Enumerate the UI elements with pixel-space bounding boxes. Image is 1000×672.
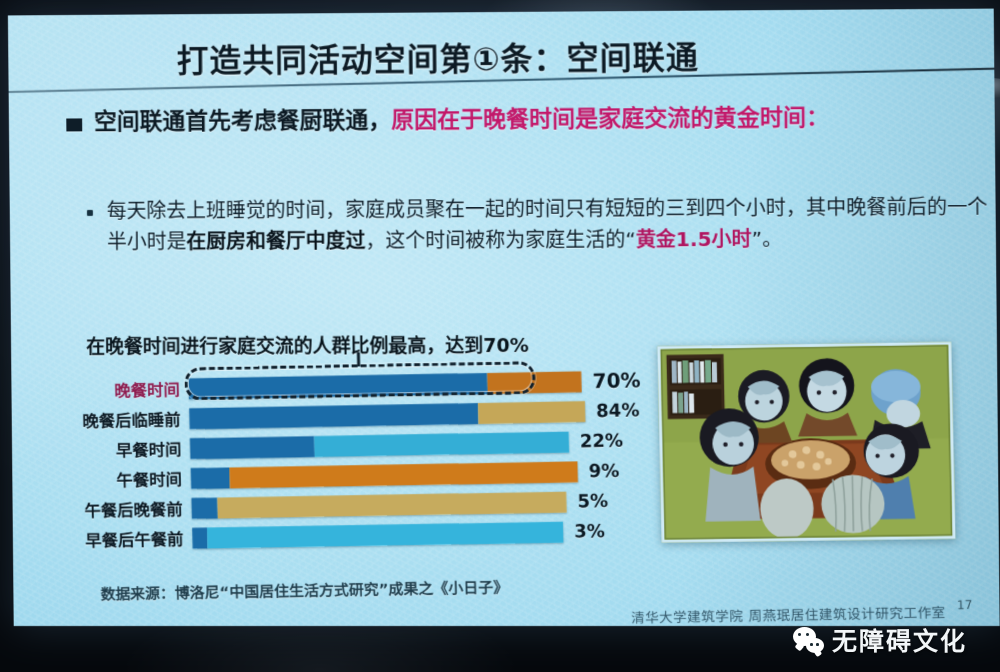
- bar-segment-secondary: [486, 370, 582, 394]
- data-source-note: 数据来源：博洛尼“中国居住生活方式研究”成果之《小日子》: [100, 578, 509, 604]
- bar-track: [189, 430, 570, 459]
- horizontal-bar-chart: 晚餐时间 70% 晚餐后临睡前 84% 早餐时间 22% 午餐时间 9% 午餐后晚餐前 5% 早餐后…: [67, 352, 644, 557]
- bar-segment-secondary: [477, 400, 586, 424]
- bar-segment-primary: [188, 372, 488, 399]
- square-bullet-icon: [66, 118, 83, 132]
- chart-title: 在晚餐时间进行家庭交流的人群比例最高，达到70%: [86, 334, 529, 359]
- bar-value-label: 5%: [577, 490, 609, 512]
- bar-segment-secondary: [217, 491, 567, 519]
- bar-track: [190, 460, 578, 489]
- bar-track: [192, 521, 564, 549]
- bar-segment-secondary: [229, 460, 578, 488]
- bar-segment-primary: [189, 435, 316, 459]
- bar-value-label: 84%: [595, 399, 640, 422]
- bullet-primary-highlight: 原因在于晚餐时间是家庭交流的黄金时间：: [391, 105, 830, 134]
- bar-value-label: 22%: [579, 430, 624, 452]
- bar-category-label: 早餐后午餐前: [85, 530, 184, 551]
- bullet-item-secondary: 每天除去上班睡觉的时间，家庭成员聚在一起的时间只有短短的三到四个小时，其中晚餐前…: [86, 192, 988, 258]
- chart-rows: 晚餐时间 70% 晚餐后临睡前 84% 早餐时间 22% 午餐时间 9% 午餐后晚餐前 5% 早餐后…: [67, 365, 644, 555]
- bar-category-label: 晚餐后临睡前: [82, 410, 181, 432]
- bar-value-label: 3%: [573, 520, 606, 542]
- sub-text-part3: ”。: [751, 226, 783, 251]
- bar-segment-secondary: [314, 430, 570, 457]
- sub-text-emphasis-kitchen: 在厨房和餐厅中度过: [186, 228, 366, 254]
- bullet-primary-text: 空间联通首先考虑餐厨联通，原因在于晚餐时间是家庭交流的黄金时间：: [94, 102, 830, 139]
- bar-segment-primary: [192, 527, 208, 549]
- family-dinner-illustration: [657, 341, 956, 543]
- bar-track: [188, 370, 582, 399]
- bar-category-label: 午餐后晚餐前: [84, 500, 184, 521]
- bar-value-label: 9%: [588, 460, 620, 482]
- bar-track: [189, 400, 586, 429]
- sub-text-part2: ，这个时间被称为家庭生活的“: [365, 227, 636, 253]
- bar-value-label: 70%: [592, 368, 641, 393]
- family-dinner-svg: [660, 344, 953, 540]
- watermark-label: 无障碍文化: [832, 627, 968, 656]
- bar-segment-secondary: [206, 521, 564, 549]
- bar-track: [191, 491, 567, 519]
- bullet-item-primary: 空间联通首先考虑餐厨联通，原因在于晚餐时间是家庭交流的黄金时间：: [66, 101, 977, 139]
- watermark: 无障碍文化: [793, 622, 967, 658]
- wechat-icon: [793, 627, 824, 653]
- bar-category-label: 午餐时间: [116, 470, 183, 491]
- bar-segment-primary: [189, 402, 479, 429]
- bullet-primary-lead: 空间联通首先考虑餐厨联通，: [93, 107, 392, 136]
- dot-bullet-icon: [86, 209, 93, 216]
- highlight-callout-tick-icon: [356, 352, 361, 367]
- projection-screen: 打造共同活动空间第①条：空间联通 空间联通首先考虑餐厨联通，原因在于晚餐时间是家…: [7, 8, 1000, 627]
- slide-title: 打造共同活动空间第①条：空间联通: [176, 38, 700, 81]
- slide-page-number: 17: [956, 597, 973, 613]
- bar-category-label: 晚餐时间: [114, 380, 180, 401]
- bar-segment-primary: [190, 466, 230, 489]
- bar-category-label: 早餐时间: [115, 440, 182, 461]
- sub-text-emphasis-golden-hour: 黄金1.5小时: [635, 226, 752, 252]
- slide-surface: 打造共同活动空间第①条：空间联通 空间联通首先考虑餐厨联通，原因在于晚餐时间是家…: [7, 8, 1000, 627]
- bar-segment-primary: [191, 497, 219, 519]
- bullet-secondary-text: 每天除去上班睡觉的时间，家庭成员聚在一起的时间只有短短的三到四个小时，其中晚餐前…: [107, 192, 988, 258]
